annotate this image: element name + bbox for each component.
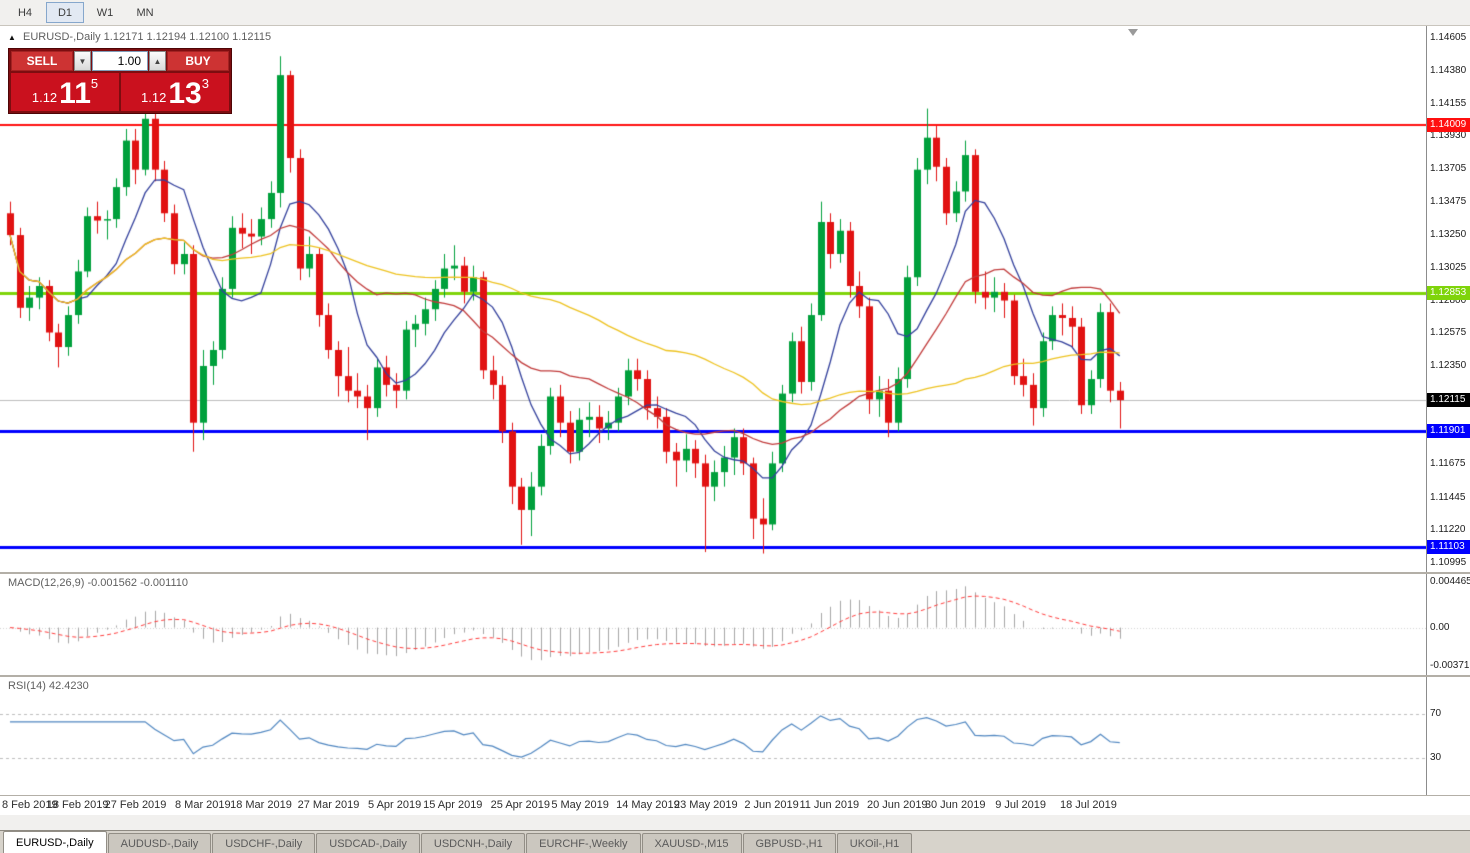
current-price-label: 1.12115 <box>1427 393 1470 408</box>
price-tick: 1.11220 <box>1430 524 1466 536</box>
date-label: 5 May 2019 <box>551 799 609 811</box>
date-label: 23 May 2019 <box>674 799 738 811</box>
level-price-label: 1.11103 <box>1427 540 1470 555</box>
price-tick: 1.14155 <box>1430 97 1467 109</box>
chart-ohlc-values: 1.12171 1.12194 1.12100 1.12115 <box>103 31 272 43</box>
date-label: 20 Jun 2019 <box>867 799 928 811</box>
date-label: 5 Apr 2019 <box>368 799 422 811</box>
macd-label: MACD(12,26,9) -0.001562 -0.001110 <box>8 577 188 589</box>
date-label: 2 Jun 2019 <box>744 799 799 811</box>
buy-price-prefix: 1.12 <box>141 90 167 105</box>
sell-button[interactable]: SELL <box>11 51 73 71</box>
price-axis[interactable]: 1.14605 1.14380 1.14155 1.13930 1.13705 1.134… <box>1426 26 1470 572</box>
main-chart-panel: ▲ EURUSD-,Daily 1.12171 1.12194 1.12100 … <box>0 26 1470 572</box>
price-tick: 1.13250 <box>1430 229 1467 241</box>
chart-marker-icon: ▲ <box>8 33 16 42</box>
rsi-panel: RSI(14) 42.4230 70 30 <box>0 675 1470 795</box>
tab-audusd-daily[interactable]: AUDUSD-,Daily <box>107 833 212 853</box>
timeframe-button-h4[interactable]: H4 <box>17 6 33 19</box>
buy-price-button[interactable]: 1.12 13 3 <box>121 73 229 111</box>
tab-xauusd-m15[interactable]: XAUUSD-,M15 <box>641 833 742 853</box>
tab-ukoil-h1[interactable]: UKOil-,H1 <box>836 833 913 853</box>
tab-usdcad-daily[interactable]: USDCAD-,Daily <box>316 833 420 853</box>
volume-input[interactable] <box>92 51 148 71</box>
price-tick: 1.13705 <box>1430 162 1467 174</box>
price-tick: 1.13025 <box>1430 261 1467 273</box>
date-label: 15 Apr 2019 <box>423 799 483 811</box>
rsi-tick: 70 <box>1430 708 1442 719</box>
bottom-strip <box>0 815 1470 830</box>
price-tick: 1.13475 <box>1430 196 1467 208</box>
sell-price-pip: 5 <box>90 76 99 91</box>
date-label: 9 Jul 2019 <box>995 799 1047 811</box>
date-label: 8 Feb 2019 <box>2 799 58 811</box>
timeframe-toolbar: H4 D1 W1 MN <box>0 0 1470 26</box>
macd-canvas[interactable] <box>0 574 1426 675</box>
rsi-canvas[interactable] <box>0 677 1426 795</box>
tab-eurchf-weekly[interactable]: EURCHF-,Weekly <box>526 833 641 853</box>
date-label: 27 Mar 2019 <box>297 799 360 811</box>
sell-price-prefix: 1.12 <box>31 90 58 105</box>
macd-tick: -0.003715 <box>1430 659 1470 671</box>
price-tick: 1.10995 <box>1430 556 1467 568</box>
date-label: 18 Mar 2019 <box>230 799 292 811</box>
tab-gbpusd-h1[interactable]: GBPUSD-,H1 <box>742 833 836 853</box>
sell-price-button[interactable]: 1.12 11 5 <box>11 73 119 111</box>
tab-usdcnh-daily[interactable]: USDCNH-,Daily <box>420 833 526 853</box>
date-label: 18 Feb 2019 <box>46 799 109 811</box>
chart-ohlc-readout: ▲ EURUSD-,Daily 1.12171 1.12194 1.12100 … <box>8 31 271 43</box>
price-tick: 1.14380 <box>1430 64 1467 76</box>
macd-axis[interactable]: 0.004465 0.00 -0.003715 <box>1426 574 1470 675</box>
buy-button[interactable]: BUY <box>167 51 229 71</box>
rsi-label: RSI(14) 42.4230 <box>8 680 89 692</box>
buy-price-big: 13 <box>168 77 202 111</box>
rsi-axis[interactable]: 70 30 <box>1426 677 1470 795</box>
price-tick: 1.14605 <box>1430 32 1467 44</box>
volume-spinner-icon[interactable]: ▲ <box>149 51 166 71</box>
level-price-label: 1.12853 <box>1427 285 1470 300</box>
date-label: 27 Feb 2019 <box>104 799 167 811</box>
date-label: 11 Jun 2019 <box>799 799 860 811</box>
timeframe-button-d1[interactable]: D1 <box>46 2 84 23</box>
tab-usdchf-daily[interactable]: USDCHF-,Daily <box>212 833 316 853</box>
buy-price-pip: 3 <box>201 76 209 91</box>
price-tick: 1.12575 <box>1430 327 1467 339</box>
tab-eurusd-daily[interactable]: EURUSD-,Daily <box>3 831 107 853</box>
chart-tab-bar: EURUSD-,Daily AUDUSD-,Daily USDCHF-,Daily U… <box>0 830 1470 853</box>
date-label: 25 Apr 2019 <box>490 799 550 811</box>
rsi-tick: 30 <box>1430 752 1442 763</box>
timeframe-button-w1[interactable]: W1 <box>96 6 114 19</box>
one-click-trading-panel: SELL ▼ ▲ BUY 1.12 11 5 1.12 13 3 <box>8 48 232 114</box>
main-chart-canvas[interactable] <box>0 26 1426 572</box>
price-tick: 1.11445 <box>1430 491 1466 503</box>
date-label: 8 Mar 2019 <box>175 799 231 811</box>
date-label: 18 Jul 2019 <box>1060 799 1117 811</box>
macd-tick: 0.004465 <box>1430 575 1470 587</box>
chart-shift-icon <box>1128 29 1138 36</box>
date-label: 14 May 2019 <box>616 799 680 811</box>
price-tick: 1.12350 <box>1430 359 1467 371</box>
price-tick: 1.11675 <box>1430 458 1466 470</box>
macd-tick: 0.00 <box>1430 621 1450 633</box>
level-price-label: 1.14009 <box>1427 117 1470 132</box>
timeframe-button-mn[interactable]: MN <box>136 6 154 19</box>
date-label: 30 Jun 2019 <box>924 799 986 811</box>
date-axis: 8 Feb 2019 18 Feb 2019 27 Feb 2019 8 Mar 20… <box>0 795 1470 815</box>
sell-price-big: 11 <box>59 77 91 111</box>
price-tick: 1.13930 <box>1430 130 1467 142</box>
chart-symbol-label: EURUSD-,Daily <box>22 31 101 43</box>
level-price-label: 1.11901 <box>1427 424 1470 439</box>
macd-panel: MACD(12,26,9) -0.001562 -0.001110 0.0044… <box>0 572 1470 675</box>
volume-dropdown-icon[interactable]: ▼ <box>74 51 91 71</box>
price-tick: 1.12800 <box>1430 294 1467 306</box>
